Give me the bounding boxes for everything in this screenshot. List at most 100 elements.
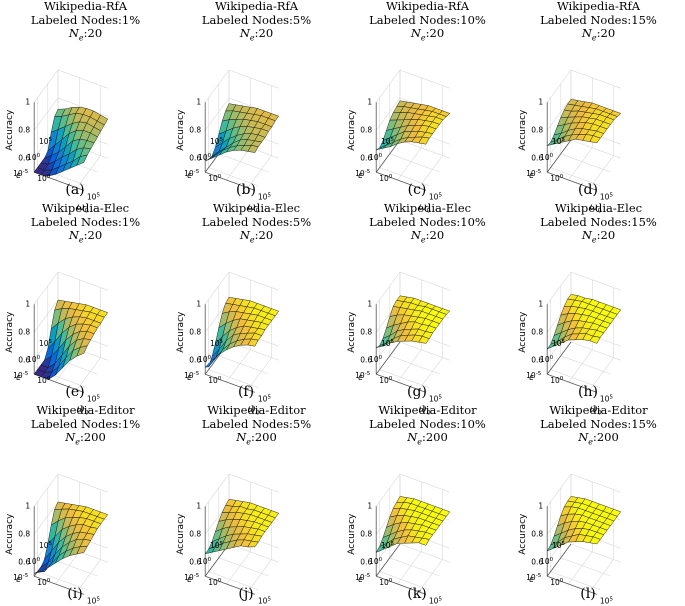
y-tick-exponent: 0 <box>550 355 554 361</box>
panel-label: (i) <box>67 586 83 602</box>
floor-gridline <box>399 139 450 159</box>
x-axis-line <box>205 171 256 191</box>
y-tick-exponent: -5 <box>194 573 200 579</box>
panel-title: Wikipedia-Editor Labeled Nodes:5% Ne:200 <box>171 403 342 449</box>
y-tick-exponent: -5 <box>536 169 542 175</box>
dataset-name: Wikipedia-Elec <box>554 201 643 215</box>
y-tick-label: 105 <box>210 339 224 348</box>
y-tick-label: 105 <box>381 541 395 550</box>
y-tick-label: 105 <box>39 541 53 550</box>
z-axis-label: Accuracy <box>5 311 15 353</box>
floor-gridline <box>247 559 272 592</box>
y-tick-exponent: 0 <box>37 557 41 563</box>
labeled-nodes: Labeled Nodes:15% <box>540 416 657 431</box>
panel-label: (h) <box>578 384 598 400</box>
side-wall <box>547 70 571 173</box>
dataset-name: Wikipedia-Editor <box>36 403 135 417</box>
z-axis-label: Accuracy <box>347 513 357 555</box>
x-tick-exponent: 0 <box>560 376 564 382</box>
panel-title: Wikipedia-Editor Labeled Nodes:15% Ne:20… <box>513 403 684 449</box>
floor-gridline <box>208 167 259 187</box>
floor-gridline <box>418 559 443 592</box>
z-axis-label: Accuracy <box>5 109 15 151</box>
y-tick-label: 10-5 <box>355 169 371 178</box>
z-axis-label: Accuracy <box>5 513 15 555</box>
y-tick-label: 100 <box>540 557 554 566</box>
x-axis-line <box>376 575 427 595</box>
ne-value: Ne:200 <box>407 430 448 447</box>
y-tick-exponent: 5 <box>49 339 53 345</box>
ne-value: Ne:20 <box>68 228 103 245</box>
x-tick-label: 100 <box>550 174 564 183</box>
surface-panel-l: Wikipedia-Editor Labeled Nodes:15% Ne:20… <box>513 403 684 606</box>
y-tick-label: 105 <box>552 541 566 550</box>
surface-panel-j: Wikipedia-Editor Labeled Nodes:5% Ne:200… <box>171 403 342 606</box>
x-axis-label-sub: 0 <box>426 207 430 215</box>
surface-patch <box>76 546 88 555</box>
floor-gridline <box>560 557 611 577</box>
z-tick-label: 0.6 <box>360 356 372 365</box>
surface <box>33 501 108 574</box>
x-tick-label: 105 <box>600 394 614 403</box>
surface <box>204 296 279 368</box>
dataset-name: Wikipedia-RfA <box>556 0 641 13</box>
y-tick-label: 10-5 <box>13 371 29 380</box>
x-axis-label-sub: 0 <box>255 409 259 417</box>
y-tick-exponent: 0 <box>550 557 554 563</box>
surface-panel-c: Wikipedia-RfA Labeled Nodes:10% Ne:20 0.… <box>342 0 513 215</box>
labeled-nodes: Labeled Nodes:5% <box>201 12 312 27</box>
x-tick-exponent: 5 <box>609 596 613 602</box>
y-tick-label: 100 <box>540 153 554 162</box>
y-tick-label: 105 <box>381 339 395 348</box>
x-tick-label: 105 <box>258 394 272 403</box>
z-tick-label: 0.8 <box>18 328 30 337</box>
labeled-nodes: Labeled Nodes:5% <box>201 416 312 431</box>
floor-gridline <box>55 551 80 585</box>
x-tick-exponent: 0 <box>389 376 393 382</box>
y-tick-exponent: -5 <box>194 169 200 175</box>
y-tick-exponent: -5 <box>23 573 29 579</box>
dataset-name: Wikipedia-Elec <box>383 201 472 215</box>
y-axis-label: ε <box>16 171 21 181</box>
y-tick-label: 105 <box>552 339 566 348</box>
floor-gridline <box>218 153 269 173</box>
surface <box>375 100 450 151</box>
y-tick-exponent: 0 <box>37 153 41 159</box>
surface-patch <box>247 540 259 548</box>
x-tick-exponent: 0 <box>389 578 393 584</box>
x-tick-label: 100 <box>208 578 222 587</box>
z-axis-label: Accuracy <box>518 513 528 555</box>
z-tick-label: 0.8 <box>531 126 543 135</box>
ne-value: Ne:200 <box>65 430 106 447</box>
x-axis-label-sub: 0 <box>255 207 259 215</box>
surface-patch <box>418 136 430 145</box>
panel-title: Wikipedia-Elec Labeled Nodes:15% Ne:20 <box>513 201 684 247</box>
y-tick-exponent: -5 <box>365 371 371 377</box>
floor-gridline <box>247 357 272 390</box>
panel-title: Wikipedia-Elec Labeled Nodes:10% Ne:20 <box>342 201 513 247</box>
floor-gridline <box>228 543 279 563</box>
panel-label: (j) <box>238 586 254 602</box>
floor-gridline <box>76 357 101 390</box>
x-tick-label: 105 <box>258 192 272 201</box>
x-tick-label: 105 <box>429 192 443 201</box>
x-tick-exponent: 0 <box>560 174 564 180</box>
y-tick-label: 100 <box>369 153 383 162</box>
panel-label: (l) <box>580 586 596 602</box>
dataset-name: Wikipedia-RfA <box>43 0 128 13</box>
panel-label: (g) <box>407 384 427 400</box>
y-axis-label: ε <box>358 171 363 181</box>
surface-panel-k: Wikipedia-Editor Labeled Nodes:10% Ne:20… <box>342 403 513 606</box>
y-tick-exponent: 5 <box>391 541 395 547</box>
x-tick-exponent: 5 <box>438 394 442 400</box>
ne-value: Ne:20 <box>410 228 445 245</box>
y-axis-label: ε <box>358 575 363 585</box>
surface-patch <box>247 338 259 347</box>
x-axis-line <box>547 373 598 393</box>
y-tick-exponent: 5 <box>562 137 566 143</box>
surface-panel-a: Wikipedia-RfA Labeled Nodes:1% Ne:20 0.6… <box>0 0 171 215</box>
surface-patch <box>418 335 430 344</box>
